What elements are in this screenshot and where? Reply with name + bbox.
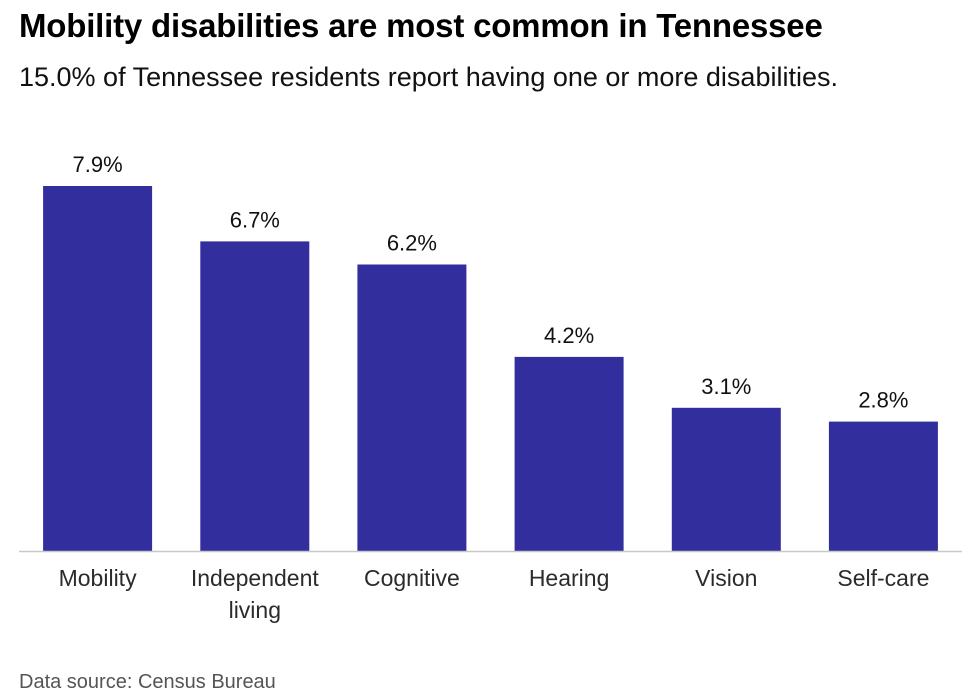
data-source-note: Data source: Census Bureau <box>19 671 276 693</box>
bar-0 <box>43 186 153 551</box>
value-label-4: 3.1% <box>701 374 751 399</box>
bar-2 <box>357 264 467 551</box>
bar-chart: 7.9% 6.7% 6.2% 4.2% 3.1% 2.8% Mobility Indepen… <box>19 152 962 623</box>
value-label-0: 7.9% <box>73 152 123 177</box>
value-label-1: 6.7% <box>230 207 280 232</box>
bar-4 <box>671 407 781 551</box>
bars-group <box>43 186 938 551</box>
x-tick-label-3: Hearing <box>529 565 610 591</box>
x-tick-label-0: Mobility <box>59 565 137 591</box>
bar-3 <box>514 356 624 551</box>
x-tick-labels-group: Mobility Independent living Cognitive Hearin… <box>59 565 930 623</box>
value-label-3: 4.2% <box>544 323 594 348</box>
value-labels-group: 7.9% 6.7% 6.2% 4.2% 3.1% 2.8% <box>73 152 909 413</box>
bar-5 <box>828 421 938 551</box>
x-tick-label-4: Vision <box>695 565 757 591</box>
x-tick-label-2: Cognitive <box>364 565 460 591</box>
chart-title: Mobility disabilities are most common in… <box>19 7 823 44</box>
value-label-2: 6.2% <box>387 231 437 256</box>
x-tick-label-1: Independent living <box>191 565 320 623</box>
value-label-5: 2.8% <box>858 388 908 413</box>
chart-subtitle: 15.0% of Tennessee residents report havi… <box>19 62 838 92</box>
x-tick-label-5: Self-care <box>837 565 929 591</box>
bar-1 <box>200 241 310 551</box>
